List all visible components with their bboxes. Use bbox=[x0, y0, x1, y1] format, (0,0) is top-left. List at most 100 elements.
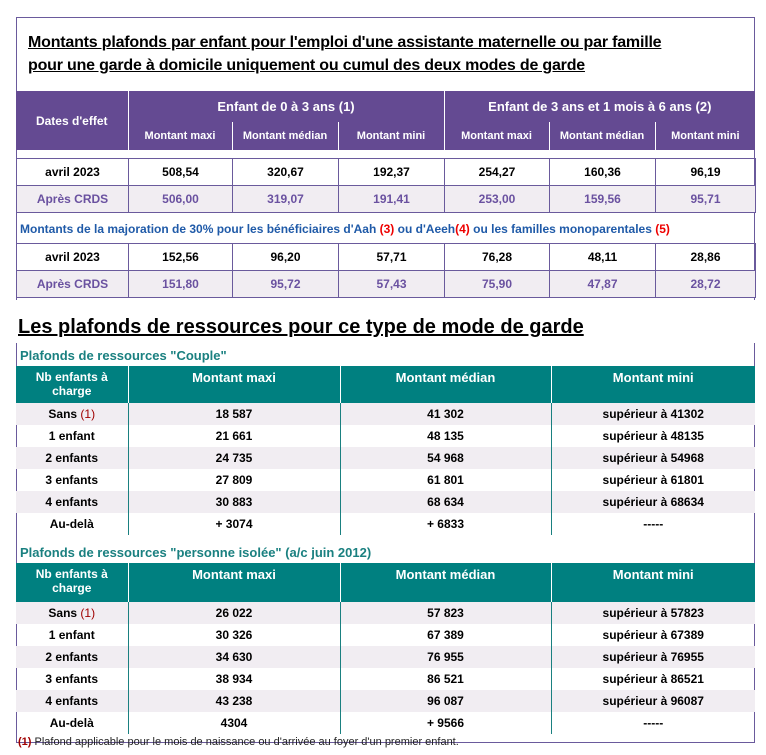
amount-cell: 95,71 bbox=[655, 185, 756, 213]
couple-table: Sans (1) 18 587 41 302 supérieur à 41302 1 e… bbox=[16, 403, 755, 535]
couple-header: Nb enfants à charge Montant maxi Montant m… bbox=[16, 366, 755, 403]
amount-cell: 24 735 bbox=[128, 447, 341, 469]
table-row: Sans (1) 26 022 57 823 supérieur à 57823 bbox=[16, 602, 755, 624]
plafonds-header: Dates d'effet Enfant de 0 à 3 ans (1) En… bbox=[16, 91, 756, 150]
amount-cell: 96,20 bbox=[232, 243, 339, 271]
cell-text: Sans bbox=[48, 606, 78, 620]
amount-cell: 4304 bbox=[128, 712, 341, 734]
subcol-header: Montant mini bbox=[338, 122, 445, 150]
children-cell: 3 enfants bbox=[16, 469, 129, 491]
children-cell: Sans (1) bbox=[16, 602, 129, 624]
amount-cell: + 6833 bbox=[340, 513, 552, 535]
table-row: 1 enfant 30 326 67 389 supérieur à 67389 bbox=[16, 624, 755, 646]
cell-text: supérieur à 86521 bbox=[602, 672, 704, 686]
table-row: Après CRDS 506,00 319,07 191,41 253,00 159,56… bbox=[16, 185, 756, 213]
amount-cell: 320,67 bbox=[232, 158, 339, 186]
subcol-header: Montant maxi bbox=[128, 122, 233, 150]
date-cell: avril 2023 bbox=[16, 243, 129, 271]
amount-cell: 47,87 bbox=[549, 270, 656, 298]
amount-cell: 68 634 bbox=[340, 491, 552, 513]
cell-text: 1 enfant bbox=[48, 429, 95, 443]
col-dates: Dates d'effet bbox=[16, 91, 129, 150]
amount-cell: 96 087 bbox=[340, 690, 552, 712]
amount-cell: 34 630 bbox=[128, 646, 341, 668]
footnote: (1) Plafond applicable pour le mois de n… bbox=[18, 736, 459, 748]
cell-text: 67 389 bbox=[427, 628, 464, 642]
cell-text: 54 968 bbox=[427, 451, 464, 465]
amount-cell: 254,27 bbox=[444, 158, 550, 186]
isolee-table: Sans (1) 26 022 57 823 supérieur à 57823 1 e… bbox=[16, 602, 755, 734]
cell-text: 4 enfants bbox=[45, 495, 99, 509]
amount-cell: supérieur à 76955 bbox=[551, 646, 755, 668]
table-row: 3 enfants 38 934 86 521 supérieur à 86521 bbox=[16, 668, 755, 690]
cell-text: 30 326 bbox=[215, 628, 253, 642]
cell-text: 48 135 bbox=[427, 429, 464, 443]
cell-text: 34 630 bbox=[215, 650, 253, 664]
cell-text: supérieur à 76955 bbox=[602, 650, 704, 664]
amount-cell: + 3074 bbox=[128, 513, 341, 535]
table-row: Au-delà + 3074 + 6833 ----- bbox=[16, 513, 755, 535]
amount-cell: 18 587 bbox=[128, 403, 341, 425]
amount-cell: 319,07 bbox=[232, 185, 339, 213]
amount-cell: 95,72 bbox=[232, 270, 339, 298]
children-cell: 4 enfants bbox=[16, 491, 129, 513]
section-title: Les plafonds de ressources pour ce type … bbox=[18, 316, 584, 338]
column-header: Montant mini bbox=[612, 567, 694, 582]
subcol-header: Montant mini bbox=[671, 130, 740, 142]
children-cell: 4 enfants bbox=[16, 690, 129, 712]
amount-cell: supérieur à 68634 bbox=[551, 491, 755, 513]
table-row: 3 enfants 27 809 61 801 supérieur à 61801 bbox=[16, 469, 755, 491]
subcol-header: Montant maxi bbox=[444, 122, 550, 150]
amount-cell: 41 302 bbox=[340, 403, 552, 425]
cell-text: 86 521 bbox=[427, 672, 464, 686]
amount-cell: 192,37 bbox=[338, 158, 445, 186]
cell-text: Au-delà bbox=[49, 517, 94, 531]
cell-text: 4304 bbox=[220, 716, 248, 730]
amount-cell: 27 809 bbox=[128, 469, 341, 491]
amount-cell: supérieur à 61801 bbox=[551, 469, 755, 491]
column-header: Nb enfants à charge bbox=[16, 366, 129, 403]
amount-cell: supérieur à 41302 bbox=[551, 403, 755, 425]
couple-subtitle: Plafonds de ressources "Couple" bbox=[20, 348, 227, 363]
amount-cell: 26 022 bbox=[128, 602, 341, 624]
cell-text: supérieur à 96087 bbox=[602, 694, 704, 708]
amount-cell: 506,00 bbox=[128, 185, 233, 213]
amount-cell: 67 389 bbox=[340, 624, 552, 646]
cell-text: ----- bbox=[643, 517, 664, 531]
table-row: Au-delà 4304 + 9566 ----- bbox=[16, 712, 755, 734]
amount-cell: 43 238 bbox=[128, 690, 341, 712]
group-0-3: Enfant de 0 à 3 ans (1) bbox=[128, 91, 445, 122]
amount-cell: 28,86 bbox=[655, 243, 756, 271]
cell-text: supérieur à 48135 bbox=[602, 429, 704, 443]
amount-cell: 61 801 bbox=[340, 469, 552, 491]
cell-text: 43 238 bbox=[215, 694, 253, 708]
amount-cell: 38 934 bbox=[128, 668, 341, 690]
cell-text: 27 809 bbox=[215, 473, 253, 487]
date-cell: avril 2023 bbox=[16, 158, 129, 186]
cell-text: + 3074 bbox=[215, 517, 253, 531]
amount-cell: 76 955 bbox=[340, 646, 552, 668]
amount-cell: supérieur à 48135 bbox=[551, 425, 755, 447]
column-header: Montant maxi bbox=[128, 366, 341, 403]
column-header: Montant mini bbox=[612, 370, 694, 385]
column-header: Montant médian bbox=[340, 563, 552, 602]
children-cell: 1 enfant bbox=[16, 624, 129, 646]
children-cell: 2 enfants bbox=[16, 646, 129, 668]
table-row: 4 enfants 30 883 68 634 supérieur à 68634 bbox=[16, 491, 755, 513]
cell-text: 61 801 bbox=[427, 473, 464, 487]
cell-text: 26 022 bbox=[215, 606, 253, 620]
cell-text: 41 302 bbox=[427, 407, 464, 421]
children-cell: 3 enfants bbox=[16, 668, 129, 690]
table-row: avril 2023 152,56 96,20 57,71 76,28 48,11 28,8… bbox=[16, 243, 756, 271]
cell-text: supérieur à 68634 bbox=[602, 495, 704, 509]
cell-text: supérieur à 67389 bbox=[602, 628, 704, 642]
cell-text: Au-delà bbox=[49, 716, 94, 730]
cell-text: 18 587 bbox=[215, 407, 253, 421]
cell-text: supérieur à 41302 bbox=[602, 407, 704, 421]
amount-cell: 48 135 bbox=[340, 425, 552, 447]
cell-text: 2 enfants bbox=[45, 650, 99, 664]
table-row: 2 enfants 34 630 76 955 supérieur à 76955 bbox=[16, 646, 755, 668]
cell-text: supérieur à 54968 bbox=[602, 451, 704, 465]
cell-text: 3 enfants bbox=[45, 672, 99, 686]
table-row: Après CRDS 151,80 95,72 57,43 75,90 47,87 28,7… bbox=[16, 270, 756, 298]
